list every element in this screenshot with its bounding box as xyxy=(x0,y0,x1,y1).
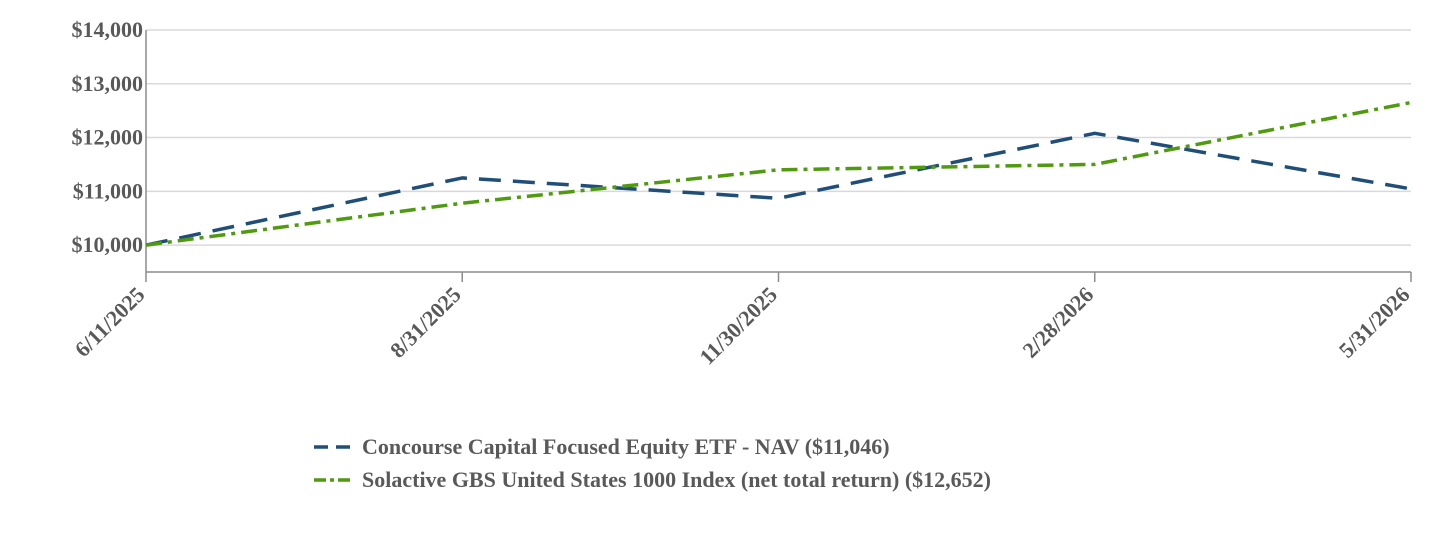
series-line-2 xyxy=(145,100,1412,247)
y-tick-label: $13,000 xyxy=(72,71,144,96)
x-tick-label: 2/28/2026 xyxy=(1018,282,1099,363)
y-tick-label: $11,000 xyxy=(73,178,143,203)
series-line-1 xyxy=(145,131,1412,247)
x-tick-label: 6/11/2025 xyxy=(70,282,150,362)
x-tick-label: 11/30/2025 xyxy=(694,282,782,370)
y-tick-label: $14,000 xyxy=(72,17,144,42)
x-tick-label: 5/31/2026 xyxy=(1334,282,1415,363)
axes xyxy=(145,30,1412,282)
legend-label-1: Concourse Capital Focused Equity ETF - N… xyxy=(362,434,890,459)
series-lines xyxy=(145,100,1412,247)
legend: Concourse Capital Focused Equity ETF - N… xyxy=(314,434,991,492)
x-tick-label: 8/31/2025 xyxy=(385,282,466,363)
gridlines xyxy=(146,29,1411,246)
y-tick-label: $10,000 xyxy=(72,232,144,257)
y-tick-label: $12,000 xyxy=(72,125,144,150)
legend-label-2: Solactive GBS United States 1000 Index (… xyxy=(362,467,991,492)
x-tick-labels: 6/11/2025 8/31/2025 11/30/2025 2/28/2026 5/3… xyxy=(70,282,1415,370)
y-tick-labels: $10,000 $11,000 $12,000 $13,000 $14,000 xyxy=(72,17,144,257)
